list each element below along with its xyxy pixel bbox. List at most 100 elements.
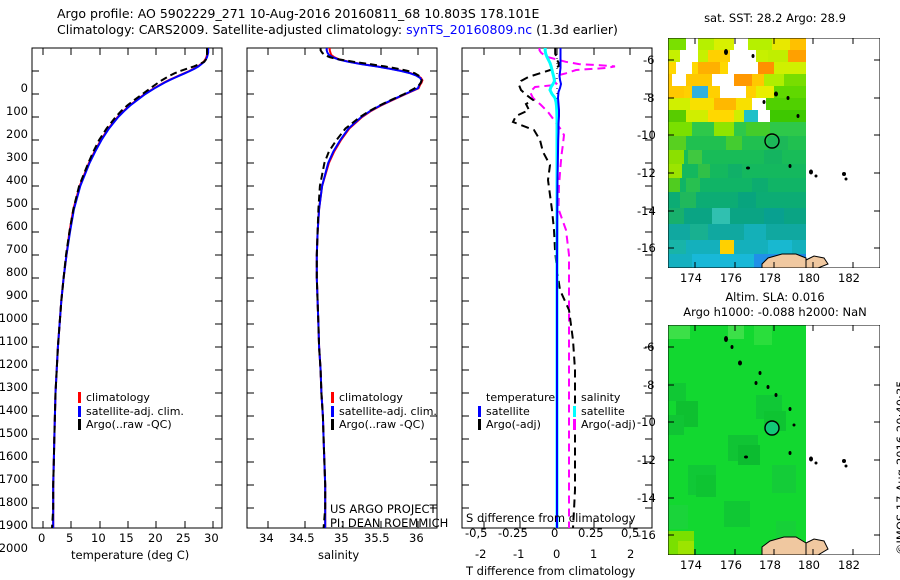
difference-legend-temperature: temperature satellite Argo(-adj) [478,391,555,432]
sal-xtick-34: 34 [259,531,274,545]
sst-lat-m16: -16 [637,241,656,255]
project-line1: US ARGO PROJECT [330,502,437,516]
diff-bot-xtick-2: 2 [627,547,635,561]
legend-item-argo-raw-sal: Argo(..raw -QC) [331,418,437,432]
legend-label-climatology: climatology [86,391,150,404]
sla-lon-180: 180 [798,558,820,572]
difference-temperature-argo-curve [511,48,576,529]
time-offset-text: (1.3d earlier) [532,22,618,37]
legend-item-satellite-clim-sal: satellite-adj. clim. [331,405,437,419]
legend-item-temp-satellite: satellite [478,405,555,419]
salinity-xticks [267,48,419,528]
sla-island-dots [724,336,848,468]
sal-xtick-35: 35 [334,531,349,545]
difference-panel [430,40,655,540]
legend-swatch-satellite-clim [78,405,81,417]
sla-lat-m10: -10 [637,415,656,429]
sst-lon-174: 174 [680,271,702,285]
salinity-satellite-curve [315,48,423,528]
sla-lon-176: 176 [720,558,742,572]
diff-top-xtick-05: 0,5 [621,526,640,540]
legend-item-sal-argo-adj: Argo(-adj) [573,418,636,432]
sst-lon-182: 182 [838,271,860,285]
legend-label-argo-raw-sal: Argo(..raw -QC) [339,418,425,431]
temp-xtick-5: 5 [66,531,74,545]
legend-label-sal-satellite: satellite [581,404,625,418]
depth-axis-labels: 0 100 200 300 400 500 600 700 800 900 10… [0,81,28,555]
diff-bot-xtick-m2: -2 [475,547,487,561]
sst-lat-m8: -8 [643,91,655,105]
diff-top-xtick-025: 0.25 [578,526,604,540]
coastline-landmass-2 [805,255,829,268]
sla-float-position-marker [764,420,780,436]
legend-swatch-climatology [78,392,81,404]
sla-lat-m12: -12 [637,453,656,467]
temperature-legend: climatology satellite-adj. clim. Argo(..… [78,391,184,432]
argo-project-credit: US ARGO PROJECT PI: DEAN ROEMMICH [330,502,448,530]
salinity-panel [215,40,455,540]
sla-map-title-line2: Argo h1000: -0.088 h2000: NaN [683,305,867,319]
legend-item-climatology: climatology [78,391,184,405]
temperature-axis-label: temperature (deg C) [71,548,190,562]
sla-lat-m16: -16 [637,528,656,542]
sst-map-svg [668,38,880,268]
sla-lat-m8: -8 [643,378,655,392]
sst-lat-m10: -10 [637,128,656,142]
legend-label-sal-argo-adj: Argo(-adj) [581,418,636,431]
salinity-legend: climatology satellite-adj. clim. Argo(..… [331,391,437,432]
sst-map [668,38,880,268]
temperature-panel [0,40,240,540]
temp-xtick-30: 30 [204,531,219,545]
depth-ticks [32,47,222,509]
diff-bot-xtick-m1: -1 [513,547,525,561]
sla-lon-178: 178 [759,558,781,572]
sal-xtick-36: 36 [409,531,424,545]
sla-map-ticks [668,325,880,555]
legend-swatch-argo-raw-sal [331,419,334,431]
sal-xtick-345: 34.5 [289,531,315,545]
temperature-difference-axis-label: T difference from climatology [466,564,636,578]
legend-label-satellite-clim: satellite-adj. clim. [86,404,184,418]
sal-xtick-355: 35.5 [364,531,390,545]
difference-depth-ticks [462,47,652,509]
legend-heading-temperature: temperature [486,391,556,404]
diff-bot-xtick-1: 1 [590,547,598,561]
figure-title-line1: Argo profile: AO 5902229_271 10-Aug-2016… [57,6,539,21]
sst-lon-180: 180 [798,271,820,285]
sst-map-ticks [668,38,880,268]
temperature-xticks [42,48,214,528]
sla-map-svg [668,325,880,555]
temp-xtick-25: 25 [176,531,191,545]
legend-item-argo-raw: Argo(..raw -QC) [78,418,184,432]
synts-filename-text: synTS_20160809.nc [406,22,533,37]
sla-map [668,325,880,555]
diff-top-xtick-m05: -0,5 [465,526,488,540]
legend-label-temp-argo-adj: Argo(-adj) [486,418,541,431]
temperature-argo-curve [51,48,208,529]
sla-lon-174: 174 [680,558,702,572]
imos-credit: ©IMOS 17-Aug-2016 20:40:35 [894,380,900,555]
temp-xtick-0: 0 [38,531,46,545]
legend-swatch-sal-argo-adj [573,419,576,431]
sst-lon-178: 178 [759,271,781,285]
legend-heading-salinity: salinity [581,391,621,404]
sla-raster [668,325,848,555]
difference-plot-svg [461,47,653,529]
salinity-depth-ticks [247,47,437,509]
sla-coastline-landmass-2 [805,538,829,555]
sla-lon-182: 182 [838,558,860,572]
salinity-axis-label: salinity [318,548,360,562]
temp-xtick-15: 15 [119,531,134,545]
salinity-difference-axis-label: S difference from climatology [466,511,636,525]
legend-item-climatology-sal: climatology [331,391,437,405]
legend-swatch-argo-raw [78,419,81,431]
diff-top-xtick-0: 0 [551,526,559,540]
legend-item-temp-argo-adj: Argo(-adj) [478,418,555,432]
legend-swatch-temp-argo-adj [478,419,481,431]
sst-lon-176: 176 [720,271,742,285]
sla-lat-m14: -14 [637,491,656,505]
difference-temperature-satellite-curve [556,48,563,528]
sla-lat-m6: -6 [643,340,655,354]
salinity-plot-svg [246,47,438,529]
